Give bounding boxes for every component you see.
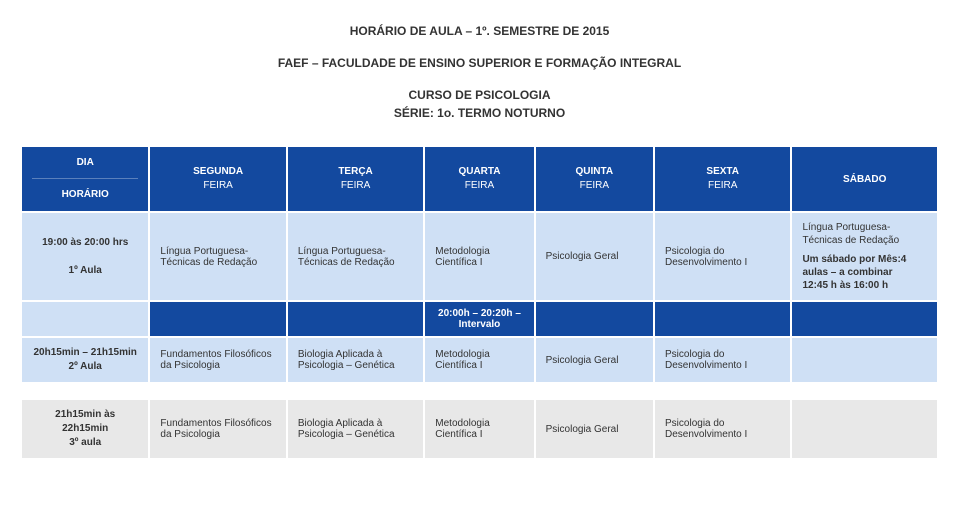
dia-label: DIA bbox=[77, 157, 94, 168]
table-header-row: DIA HORÁRIO SEGUNDAFEIRA TERÇAFEIRA QUAR… bbox=[22, 147, 937, 211]
row1-label: 19:00 às 20:00 hrs 1º Aula bbox=[22, 213, 148, 300]
row3-label: 21h15min às 22h15min 3º aula bbox=[22, 400, 148, 458]
header-line-3: CURSO DE PSICOLOGIA bbox=[20, 88, 939, 102]
row2-terca: Biologia Aplicada à Psicologia – Genétic… bbox=[288, 338, 423, 382]
row1-sabado: Língua Portuguesa- Técnicas de Redação U… bbox=[792, 213, 937, 300]
col-quarta: QUARTAFEIRA bbox=[425, 147, 533, 211]
table-row: 21h15min às 22h15min 3º aula Fundamentos… bbox=[22, 400, 937, 458]
row2-quarta: Metodologia Científica I bbox=[425, 338, 533, 382]
header-line-2: FAEF – FACULDADE DE ENSINO SUPERIOR E FO… bbox=[20, 56, 939, 70]
row1-segunda: Língua Portuguesa- Técnicas de Redação bbox=[150, 213, 285, 300]
row1-sexta: Psicologia do Desenvolvimento I bbox=[655, 213, 790, 300]
interval-text: 20:00h – 20:20h – Intervalo bbox=[425, 302, 533, 336]
row2-sexta: Psicologia do Desenvolvimento I bbox=[655, 338, 790, 382]
col-segunda: SEGUNDAFEIRA bbox=[150, 147, 285, 211]
col-sexta: SEXTAFEIRA bbox=[655, 147, 790, 211]
row1-terca: Língua Portuguesa- Técnicas de Redação bbox=[288, 213, 423, 300]
row1-quinta: Psicologia Geral bbox=[536, 213, 653, 300]
page-header: HORÁRIO DE AULA – 1º. SEMESTRE DE 2015 F… bbox=[20, 24, 939, 120]
table-row: 19:00 às 20:00 hrs 1º Aula Língua Portug… bbox=[22, 213, 937, 300]
row3-sexta: Psicologia do Desenvolvimento I bbox=[655, 400, 790, 458]
col-quinta: QUINTAFEIRA bbox=[536, 147, 653, 211]
row3-quinta: Psicologia Geral bbox=[536, 400, 653, 458]
schedule-table-2: 21h15min às 22h15min 3º aula Fundamentos… bbox=[20, 398, 939, 460]
col-terca: TERÇAFEIRA bbox=[288, 147, 423, 211]
row3-quarta: Metodologia Científica I bbox=[425, 400, 533, 458]
col-dia-horario: DIA HORÁRIO bbox=[22, 147, 148, 211]
row2-segunda: Fundamentos Filosóficos da Psicologia bbox=[150, 338, 285, 382]
interval-row: 20:00h – 20:20h – Intervalo bbox=[22, 302, 937, 336]
table-row: 20h15min – 21h15min 2º Aula Fundamentos … bbox=[22, 338, 937, 382]
row3-sabado bbox=[792, 400, 937, 458]
header-line-1: HORÁRIO DE AULA – 1º. SEMESTRE DE 2015 bbox=[20, 24, 939, 38]
row2-quinta: Psicologia Geral bbox=[536, 338, 653, 382]
row2-sabado bbox=[792, 338, 937, 382]
horario-label: HORÁRIO bbox=[62, 189, 109, 200]
row3-terca: Biologia Aplicada à Psicologia – Genétic… bbox=[288, 400, 423, 458]
row1-quarta: Metodologia Científica I bbox=[425, 213, 533, 300]
col-sabado: SÁBADO bbox=[792, 147, 937, 211]
interval-empty bbox=[22, 302, 148, 336]
row3-segunda: Fundamentos Filosóficos da Psicologia bbox=[150, 400, 285, 458]
schedule-table: DIA HORÁRIO SEGUNDAFEIRA TERÇAFEIRA QUAR… bbox=[20, 145, 939, 384]
header-line-4: SÉRIE: 1o. TERMO NOTURNO bbox=[20, 106, 939, 120]
row2-label: 20h15min – 21h15min 2º Aula bbox=[22, 338, 148, 382]
